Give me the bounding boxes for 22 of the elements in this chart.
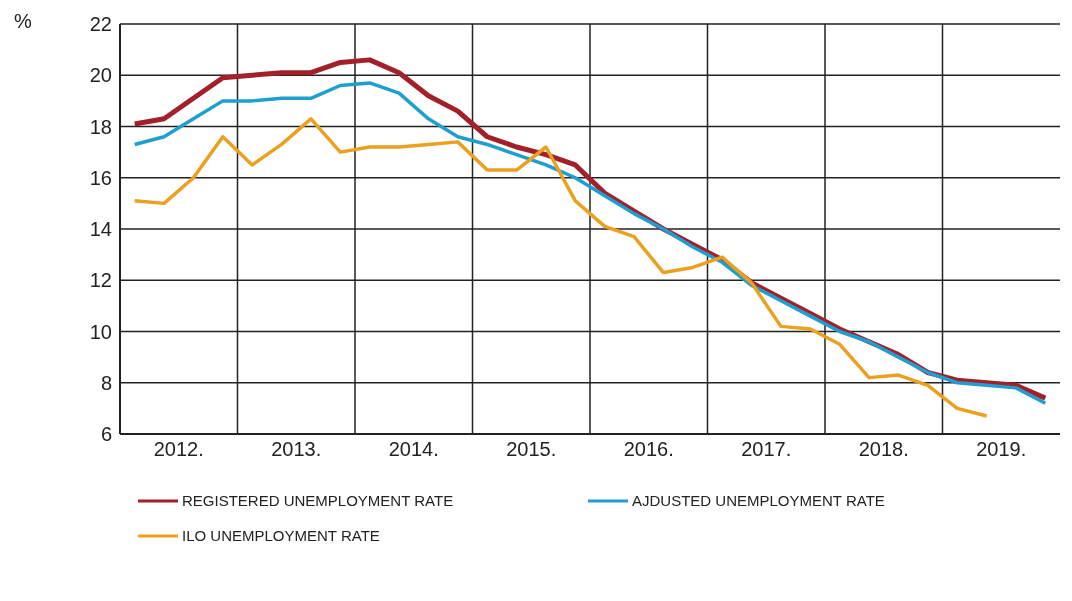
legend-label: REGISTERED UNEMPLOYMENT RATE [182, 492, 454, 509]
y-tick-label: 8 [100, 371, 112, 394]
y-tick-label: 18 [89, 115, 112, 138]
x-tick-label: 2013. [271, 438, 322, 461]
y-tick-label: 12 [89, 269, 112, 292]
y-axis-title: % [14, 10, 32, 33]
legend-label: AJDUSTED UNEMPLOYMENT RATE [632, 492, 885, 509]
x-tick-label: 2014. [388, 438, 439, 461]
x-tick-label: 2019. [976, 438, 1027, 461]
y-tick-label: 10 [89, 320, 112, 343]
y-tick-label: 20 [89, 64, 112, 87]
y-tick-label: 6 [100, 423, 112, 446]
y-tick-label: 14 [89, 218, 112, 241]
line-series [132, 117, 989, 418]
x-tick-label: 2016. [623, 438, 674, 461]
x-tick-label: 2017. [741, 438, 792, 461]
y-tick-label: 22 [89, 13, 112, 36]
y-tick-label: 16 [89, 166, 112, 189]
legend-label: ILO UNEMPLOYMENT RATE [182, 527, 380, 544]
x-tick-label: 2012. [153, 438, 204, 461]
x-tick-label: 2018. [858, 438, 909, 461]
x-tick-label: 2015. [506, 438, 557, 461]
